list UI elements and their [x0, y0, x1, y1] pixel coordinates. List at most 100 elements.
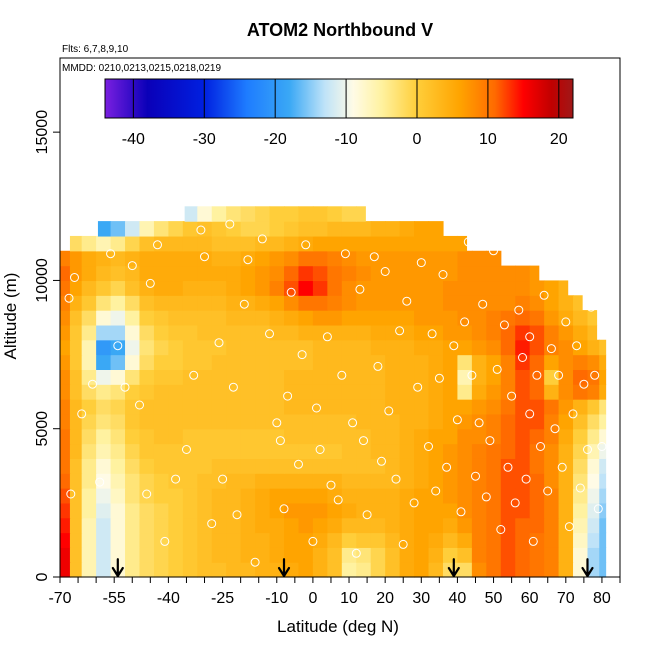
observation-point — [413, 382, 423, 392]
heatmap-cell — [573, 502, 589, 519]
heatmap-cell — [587, 354, 600, 370]
heatmap-cell — [544, 547, 560, 563]
heatmap-cell — [81, 265, 97, 282]
heatmap-cell — [558, 428, 574, 445]
heatmap-cell — [284, 265, 300, 282]
heatmap-cell — [414, 428, 430, 445]
observation-point — [543, 486, 553, 496]
heatmap-cell — [269, 265, 285, 282]
heatmap-cell — [471, 399, 487, 415]
heatmap-cell — [96, 488, 112, 504]
observation-point — [463, 237, 473, 247]
observation-point — [127, 261, 137, 271]
observation-point — [528, 536, 538, 546]
heatmap-cell — [356, 354, 372, 370]
heatmap-cell — [370, 384, 386, 400]
heatmap-cell — [341, 443, 357, 459]
heatmap-cell — [255, 206, 271, 222]
heatmap-cell — [442, 369, 459, 385]
heatmap-cell — [515, 324, 531, 341]
heatmap-cell — [587, 473, 600, 489]
heatmap-cell — [110, 517, 126, 534]
flights-label: Flts: 6,7,8,9,10 — [62, 44, 129, 55]
heatmap-cell — [226, 295, 242, 311]
heatmap-cell — [97, 221, 112, 237]
observation-point — [424, 442, 433, 451]
heatmap-cell — [226, 488, 242, 504]
heatmap-cell — [69, 235, 83, 252]
observation-point — [467, 370, 477, 380]
heatmap-cell — [356, 235, 372, 252]
heatmap-cell — [168, 280, 184, 296]
heatmap-cell — [197, 473, 213, 489]
observation-point — [348, 418, 358, 428]
heatmap-cell — [587, 384, 600, 400]
heatmap-cell — [500, 428, 516, 445]
heatmap-cell — [370, 324, 386, 341]
heatmap-cell — [168, 399, 184, 415]
heatmap-cell — [529, 443, 545, 459]
heatmap-cell — [226, 384, 242, 400]
heatmap-cell — [428, 369, 444, 385]
heatmap-cell — [298, 502, 314, 519]
heatmap-cell — [356, 502, 372, 519]
observation-point — [507, 391, 517, 401]
heatmap-cell — [312, 310, 328, 326]
heatmap-cell — [168, 562, 184, 578]
heatmap-cell — [500, 488, 516, 504]
heatmap-cell — [414, 221, 430, 237]
heatmap-cell — [139, 428, 155, 445]
heatmap-cell — [442, 280, 459, 296]
heatmap-cell — [587, 413, 600, 430]
heatmap-cell — [269, 399, 285, 415]
heatmap-cell — [385, 250, 401, 267]
observation-point — [160, 536, 170, 546]
heatmap-cell — [284, 517, 300, 534]
heatmap-cell — [69, 547, 83, 563]
heatmap-cell — [515, 280, 531, 296]
heatmap-cell — [255, 384, 271, 400]
observation-point — [171, 474, 181, 484]
heatmap-cell — [500, 517, 516, 534]
x-tick-label: -40 — [157, 590, 180, 607]
heatmap-cell — [69, 384, 83, 400]
heatmap-cell — [515, 384, 531, 400]
heatmap-cell — [327, 206, 343, 222]
heatmap-cell — [298, 443, 314, 459]
heatmap-cell — [399, 443, 415, 459]
heatmap-cell — [385, 517, 401, 534]
observation-point — [283, 391, 293, 401]
heatmap-cell — [284, 532, 300, 548]
heatmap-cell — [81, 235, 97, 252]
heatmap-cell — [486, 413, 502, 430]
heatmap-cell — [139, 502, 155, 519]
heatmap-cell — [284, 413, 300, 430]
colorbar-tick-label: -40 — [122, 131, 145, 148]
heatmap-cell — [500, 265, 516, 282]
heatmap-cell — [370, 295, 386, 311]
heatmap-cell — [110, 354, 126, 370]
heatmap-cell — [529, 354, 545, 370]
heatmap-cell — [399, 532, 415, 548]
heatmap-cell — [182, 265, 198, 282]
heatmap-cell — [182, 547, 198, 563]
heatmap-cell — [197, 280, 213, 296]
heatmap-cell — [370, 562, 386, 578]
heatmap-cell — [211, 502, 227, 519]
heatmap-cell — [327, 532, 343, 548]
heatmap-cell — [284, 428, 300, 445]
observation-point — [322, 332, 332, 342]
heatmap-cell — [558, 443, 574, 459]
heatmap-cell — [125, 532, 141, 548]
heatmap-cell — [327, 295, 343, 311]
heatmap-cell — [298, 221, 314, 237]
heatmap-cell — [327, 310, 343, 326]
heatmap-cell — [284, 206, 300, 222]
heatmap-cell — [96, 265, 112, 282]
observation-point — [95, 477, 105, 487]
heatmap-cell — [81, 339, 97, 356]
heatmap-cell — [255, 473, 271, 489]
heatmap-cell — [312, 339, 328, 356]
heatmap-cell — [457, 473, 473, 489]
heatmap-cell — [573, 354, 589, 370]
